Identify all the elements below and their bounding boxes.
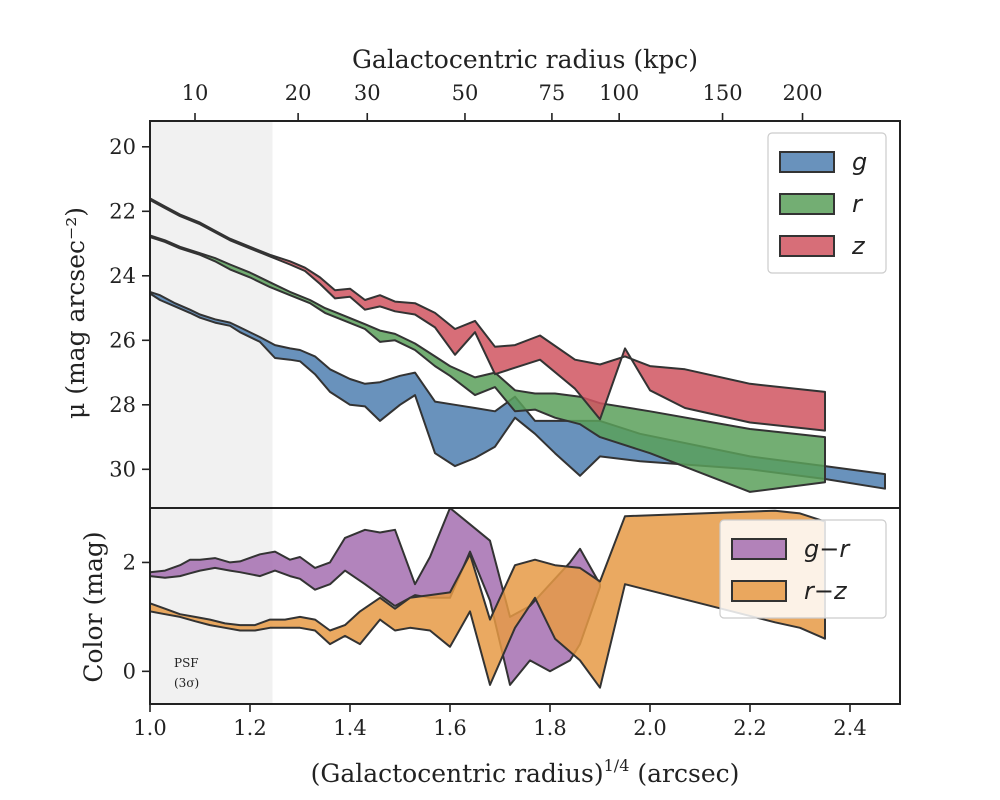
surface-brightness-panel: 20 22 24 26 28 30 10 20 30 50 75 100 150 200 Galacto… [61,45,901,509]
y-tick-label: 30 [109,457,136,481]
psf-region-bottom [150,508,273,704]
top-axis-label: Galactocentric radius (kpc) [352,45,698,74]
bottom-y-ticks: 02 [123,550,150,683]
kpc-tick-label: 10 [182,81,209,105]
x-tick-label: 1.6 [433,716,466,740]
x-tick-label: 2.2 [733,716,766,740]
bottom-legend: g−r r−z [719,519,887,619]
bottom-y-axis-label: Color (mag) [79,531,108,682]
series-band-2 [150,197,826,432]
kpc-tick-label: 30 [354,81,381,105]
kpc-tick-label: 200 [782,81,822,105]
legend-swatch [779,151,835,173]
y-tick-label: 24 [109,264,136,288]
x-tick-label: 2.4 [833,716,866,740]
x-tick-label: 2.0 [633,716,666,740]
y-tick-label: 28 [109,393,136,417]
top-y-axis-label: μ (mag arcsec⁻²) [61,207,90,419]
psf-note-line2: (3σ) [174,676,199,690]
legend-label: g−r [804,535,851,563]
color-panel: 02 1.0 1.2 1.4 1.6 1.8 2.0 2.2 2.4 Color (mag) … [79,507,901,788]
x-tick-label: 1.0 [133,716,166,740]
kpc-tick-label: 75 [539,81,566,105]
legend-label: z [851,232,866,260]
legend-box [719,519,887,619]
bottom-panel-frame [149,507,901,705]
legend-swatch [731,538,787,560]
x-tick-label: 1.8 [533,716,566,740]
y-tick-label: 22 [109,199,136,223]
psf-region-top [150,121,273,508]
top-y-ticks: 20 22 24 26 28 30 [109,135,150,481]
legend-swatch [779,235,835,257]
y-tick-label: 26 [109,328,136,352]
series-band-1 [150,509,826,689]
top-legend: grz [767,132,887,274]
legend-label: g [852,148,867,176]
color-series [150,508,826,689]
y-tick-label: 20 [109,135,136,159]
x-tick-label: 1.4 [333,716,366,740]
kpc-tick-label: 50 [452,81,479,105]
top-kpc-ticks: 10 20 30 50 75 100 150 200 [182,81,823,121]
legend-label: r [852,190,864,218]
legend-swatch [779,193,835,215]
legend-swatch [731,580,787,602]
surface-brightness-series [150,197,886,493]
bottom-x-axis-label: (Galactocentric radius)1/4 (arcsec) [311,756,740,788]
bottom-x-ticks: 1.0 1.2 1.4 1.6 1.8 2.0 2.2 2.4 [133,704,867,740]
kpc-tick-label: 150 [703,81,743,105]
x-label-exponent: 1/4 [604,756,630,775]
y-tick-label: 0 [123,659,136,683]
kpc-tick-label: 100 [599,81,639,105]
legend-label: r−z [804,577,848,605]
x-label-unit: (arcsec) [637,759,739,788]
series-band-1 [150,234,826,493]
kpc-tick-label: 20 [285,81,312,105]
x-label-main: (Galactocentric radius) [311,759,604,788]
psf-note-line1: PSF [174,656,199,670]
y-tick-label: 2 [123,550,136,574]
x-tick-label: 1.2 [233,716,266,740]
